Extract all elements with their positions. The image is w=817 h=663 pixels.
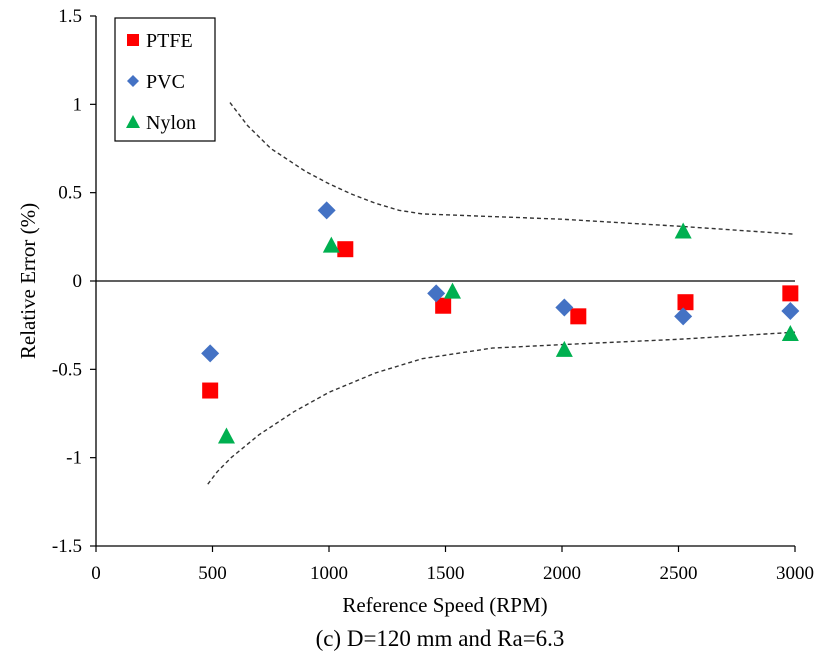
x-tick-label: 2500 [660, 563, 698, 584]
point-ptfe [677, 294, 694, 311]
legend-label: PTFE [146, 30, 193, 52]
tick-labels: -1.5 -1 -0.5 0 0.5 1 1.5 0 500 1000 1500 2000 2500 30… [52, 6, 814, 584]
x-tick-label: 1500 [427, 563, 465, 584]
point-pvc [317, 201, 336, 220]
y-tick-label: -0.5 [52, 359, 82, 380]
error-bounds [207, 102, 796, 485]
series-ptfe [202, 241, 799, 399]
legend-item-pvc: PVC [127, 71, 185, 93]
point-ptfe [202, 382, 219, 399]
x-tick-label: 1000 [310, 563, 348, 584]
series-nylon [217, 222, 799, 444]
y-tick-label: 0.5 [58, 183, 82, 204]
legend-label: PVC [146, 71, 185, 93]
legend-triangle-marker [126, 115, 140, 128]
legend-square-marker [127, 34, 139, 46]
bound-lower-line [207, 331, 796, 485]
point-nylon [443, 282, 461, 299]
y-tick-label: 0 [73, 271, 83, 292]
legend-item-ptfe: PTFE [127, 30, 193, 52]
point-pvc [427, 284, 446, 303]
point-pvc [781, 302, 800, 321]
y-tick-label: 1 [73, 94, 83, 115]
point-ptfe [435, 297, 452, 314]
point-nylon [217, 427, 235, 444]
y-tick-label: -1.5 [52, 536, 82, 557]
y-tick-label: 1.5 [58, 6, 82, 27]
legend-label: Nylon [146, 112, 196, 134]
legend-diamond-marker [127, 75, 139, 87]
figure-caption: (c) D=120 mm and Ra=6.3 [316, 626, 565, 651]
point-pvc [555, 298, 574, 317]
axes [90, 15, 796, 552]
point-nylon [555, 340, 573, 357]
point-nylon [781, 325, 799, 341]
x-axis-label: Reference Speed (RPM) [342, 593, 547, 617]
point-nylon [322, 236, 340, 253]
bound-upper-line [229, 102, 796, 235]
series-pvc [201, 201, 800, 363]
x-tick-label: 2000 [543, 563, 581, 584]
point-nylon [674, 222, 692, 239]
point-pvc [201, 344, 220, 363]
point-ptfe [782, 285, 799, 302]
x-tick-label: 3000 [776, 563, 814, 584]
legend-item-nylon: Nylon [126, 112, 196, 134]
point-ptfe [570, 308, 587, 325]
legend: PTFE PVC Nylon [114, 17, 216, 142]
data-points [201, 201, 800, 444]
point-ptfe [337, 241, 354, 258]
y-tick-label: -1 [66, 448, 82, 469]
x-tick-label: 0 [91, 563, 101, 584]
point-pvc [674, 307, 693, 326]
x-tick-label: 500 [198, 563, 227, 584]
y-axis-label: Relative Error (%) [16, 203, 40, 359]
